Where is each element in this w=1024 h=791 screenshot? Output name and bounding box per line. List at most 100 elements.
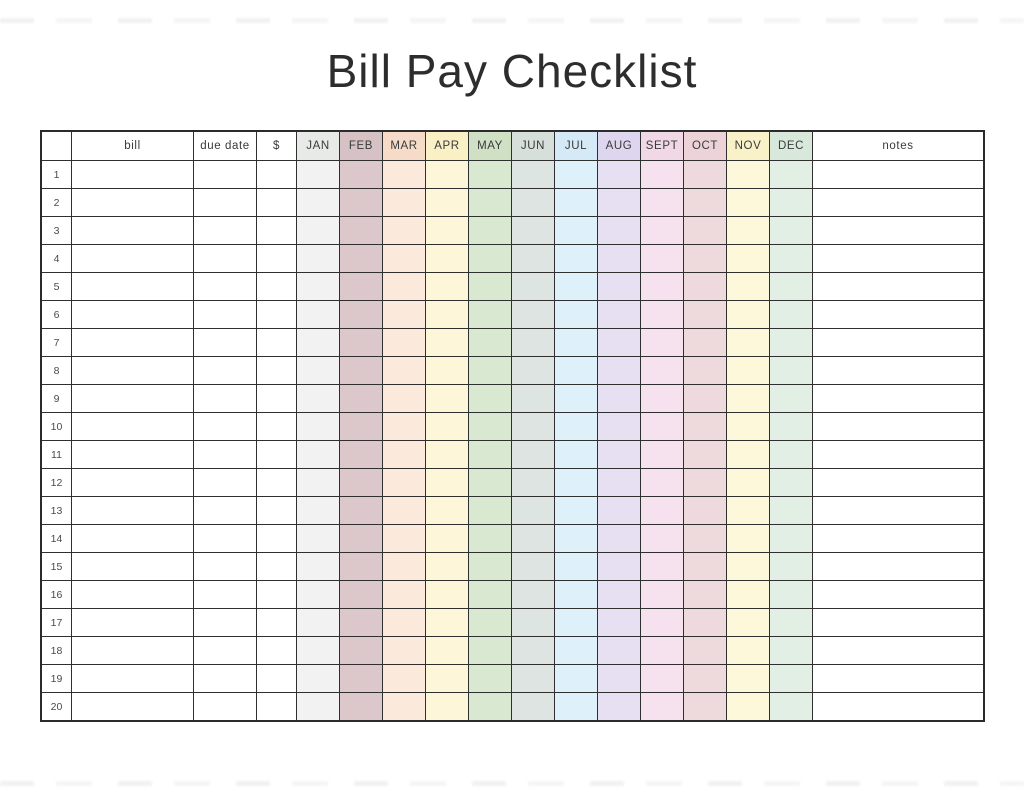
cell-apr [425,272,469,301]
column-header-bill: bill [71,130,194,161]
cell-due [193,412,257,441]
table-header: bill due date $ JAN FEB MAR APR MAY JUN JUL AUG SEP… [40,130,985,161]
table-row: 20 [40,692,985,722]
cell-sept [640,216,684,245]
cell-dec [769,244,813,273]
cell-notes [812,608,985,637]
cell-may [468,552,512,581]
column-header-mar: MAR [382,130,426,161]
cell-due [193,552,257,581]
cell-oct [683,692,727,722]
table-row: 9 [40,384,985,413]
cell-oct [683,524,727,553]
cell-bill [71,692,194,722]
cell-apr [425,496,469,525]
row-number: 7 [40,328,72,357]
row-number: 1 [40,160,72,189]
cell-dec [769,300,813,329]
column-header-may: MAY [468,130,512,161]
cell-mar [382,412,426,441]
cell-nov [726,160,770,189]
cell-jan [296,608,340,637]
cell-feb [339,356,383,385]
cell-aug [597,552,641,581]
cell-notes [812,496,985,525]
cell-aug [597,524,641,553]
cell-aug [597,188,641,217]
cell-feb [339,440,383,469]
cell-nov [726,524,770,553]
table-row: 16 [40,580,985,609]
cell-due [193,300,257,329]
cell-dec [769,356,813,385]
cell-notes [812,468,985,497]
cell-amount [256,160,297,189]
cell-amount [256,412,297,441]
cell-jul [554,496,598,525]
cell-mar [382,244,426,273]
cell-aug [597,384,641,413]
table-row: 17 [40,608,985,637]
table-body: 1 2 3 4 5 6 7 8 9 10 11 12 13 14 15 16 17 18 19 20 [40,160,985,722]
cell-jul [554,552,598,581]
cell-due [193,216,257,245]
cell-mar [382,328,426,357]
cell-sept [640,412,684,441]
cell-jan [296,552,340,581]
cell-apr [425,636,469,665]
cell-jun [511,300,555,329]
cell-mar [382,440,426,469]
cell-jan [296,440,340,469]
cell-sept [640,580,684,609]
cell-bill [71,384,194,413]
column-header-feb: FEB [339,130,383,161]
table-row: 6 [40,300,985,329]
cell-mar [382,468,426,497]
cell-feb [339,496,383,525]
cell-amount [256,580,297,609]
table-row: 18 [40,636,985,665]
cell-bill [71,440,194,469]
cell-may [468,608,512,637]
row-number: 13 [40,496,72,525]
bill-pay-table: bill due date $ JAN FEB MAR APR MAY JUN JUL AUG SEP… [40,130,985,722]
cell-amount [256,356,297,385]
cell-jan [296,300,340,329]
cell-may [468,244,512,273]
cell-may [468,692,512,722]
cell-jul [554,244,598,273]
cell-bill [71,636,194,665]
cell-amount [256,664,297,693]
cell-bill [71,524,194,553]
cell-nov [726,384,770,413]
cell-sept [640,636,684,665]
cell-may [468,356,512,385]
cell-bill [71,328,194,357]
cell-jan [296,188,340,217]
cell-jun [511,328,555,357]
cell-bill [71,552,194,581]
cell-apr [425,188,469,217]
cell-notes [812,552,985,581]
cell-feb [339,552,383,581]
cell-jun [511,608,555,637]
cell-bill [71,216,194,245]
cell-due [193,272,257,301]
cell-dec [769,384,813,413]
cell-notes [812,524,985,553]
table-row: 12 [40,468,985,497]
cell-feb [339,272,383,301]
page-title: Bill Pay Checklist [326,45,698,97]
cell-apr [425,524,469,553]
cell-may [468,300,512,329]
cell-dec [769,524,813,553]
cell-jan [296,216,340,245]
cell-notes [812,216,985,245]
cell-due [193,664,257,693]
cell-may [468,580,512,609]
cell-bill [71,356,194,385]
cell-apr [425,328,469,357]
cell-apr [425,664,469,693]
cell-mar [382,580,426,609]
cell-sept [640,384,684,413]
